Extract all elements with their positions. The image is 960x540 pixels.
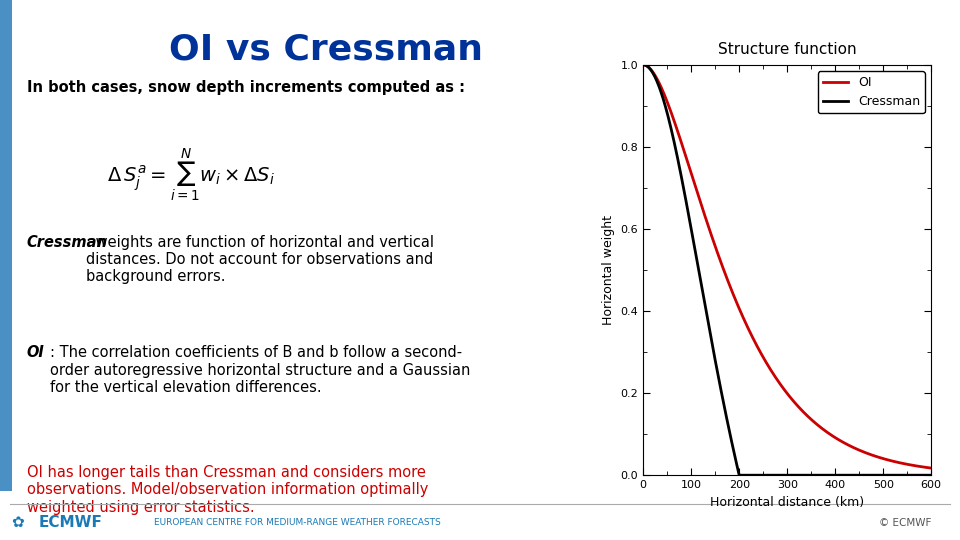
Text: $\Delta\,S_j^a = \sum_{i=1}^{N} w_i \times \Delta S_i$: $\Delta\,S_j^a = \sum_{i=1}^{N} w_i \tim…	[108, 146, 276, 203]
Text: Cressman: Cressman	[27, 234, 108, 249]
OI	[667, 113, 679, 120]
Cressman	[764, 472, 776, 478]
Line: OI: OI	[643, 65, 931, 468]
Cressman	[637, 62, 649, 68]
OI	[835, 438, 847, 444]
Text: ✿: ✿	[12, 516, 24, 530]
Cressman	[862, 472, 874, 478]
Cressman	[925, 472, 937, 478]
Cressman	[755, 472, 766, 478]
OI	[754, 348, 765, 354]
Text: © ECMWF: © ECMWF	[878, 518, 931, 528]
Title: Structure function: Structure function	[718, 42, 856, 57]
Cressman	[733, 472, 745, 478]
Text: OI has longer tails than Cressman and considers more
observations. Model/observa: OI has longer tails than Cressman and co…	[27, 465, 428, 515]
OI	[925, 465, 937, 471]
Text: In both cases, snow depth increments computed as :: In both cases, snow depth increments com…	[27, 79, 465, 94]
Text: ECMWF: ECMWF	[38, 516, 103, 530]
Legend: OI, Cressman: OI, Cressman	[818, 71, 924, 113]
OI	[862, 450, 874, 457]
Text: : The correlation coefficients of B and b follow a second-
order autoregressive : : The correlation coefficients of B and …	[50, 345, 470, 395]
Cressman	[868, 472, 879, 478]
Text: EUROPEAN CENTRE FOR MEDIUM-RANGE WEATHER FORECASTS: EUROPEAN CENTRE FOR MEDIUM-RANGE WEATHER…	[154, 518, 441, 528]
Line: Cressman: Cressman	[643, 65, 931, 475]
Text: OI vs Cressman: OI vs Cressman	[169, 33, 484, 66]
OI	[764, 366, 776, 372]
X-axis label: Horizontal distance (km): Horizontal distance (km)	[710, 496, 864, 509]
Text: : weights are function of horizontal and vertical
distances. Do not account for : : weights are function of horizontal and…	[85, 234, 434, 285]
OI	[867, 452, 878, 458]
Text: OI: OI	[27, 345, 45, 360]
Y-axis label: Horizontal weight: Horizontal weight	[602, 215, 615, 325]
Cressman	[835, 472, 847, 478]
Cressman	[667, 132, 679, 138]
OI	[637, 62, 649, 68]
